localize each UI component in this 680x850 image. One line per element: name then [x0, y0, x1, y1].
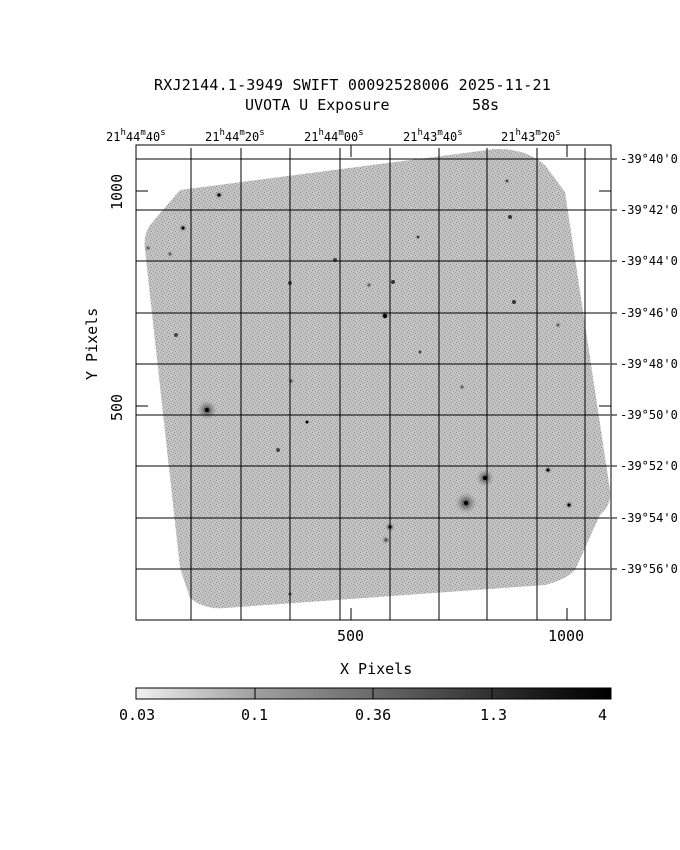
- x-tick-label-500: 500: [337, 627, 365, 645]
- dec-label-2: -39°42'0: [620, 203, 678, 217]
- coordinate-grid: [136, 148, 610, 620]
- dec-label-3: -39°44'0: [620, 254, 678, 268]
- ra-label-1: 21h44m40s: [106, 128, 166, 144]
- y-axis-label: Y Pixels: [83, 307, 101, 380]
- y-tick-label-1000: 1000: [108, 173, 126, 210]
- colorbar-ticks: [254, 688, 493, 699]
- dec-label-5: -39°48'0: [620, 357, 678, 371]
- x-ticks: [350, 145, 568, 620]
- exposure-time: 58s: [472, 96, 500, 114]
- exposure-field: [144, 148, 611, 609]
- colorbar-label-min: 0.03: [119, 706, 156, 724]
- plot-title: RXJ2144.1-3949 SWIFT 00092528006 2025-11…: [154, 76, 551, 94]
- dec-label-6: -39°50'0: [620, 408, 678, 422]
- dec-label-8: -39°54'0: [620, 511, 678, 525]
- x-tick-label-1000: 1000: [548, 627, 585, 645]
- dec-label-7: -39°52'0: [620, 459, 678, 473]
- plot-frame: [135, 144, 612, 621]
- dec-label-9: -39°56'0: [620, 562, 678, 576]
- colorbar-label-max: 4: [598, 706, 608, 724]
- y-tick-label-500: 500: [108, 393, 126, 421]
- ra-label-5: 21h43m20s: [501, 128, 561, 144]
- ra-label-2: 21h44m20s: [205, 128, 265, 144]
- dec-tick-stubs: [611, 158, 617, 570]
- y-ticks: [136, 190, 611, 407]
- ra-label-4: 21h43m40s: [403, 128, 463, 144]
- dec-label-1: -39°40'0: [620, 152, 678, 166]
- colorbar-label-4: 1.3: [480, 706, 508, 724]
- ra-label-3: 21h44m00s: [304, 128, 364, 144]
- x-axis-label: X Pixels: [340, 660, 413, 678]
- colorbar-label-2: 0.1: [241, 706, 269, 724]
- colorbar-label-3: 0.36: [355, 706, 392, 724]
- dec-label-4: -39°46'0: [620, 306, 678, 320]
- plot-subtitle: UVOTA U Exposure: [245, 96, 390, 114]
